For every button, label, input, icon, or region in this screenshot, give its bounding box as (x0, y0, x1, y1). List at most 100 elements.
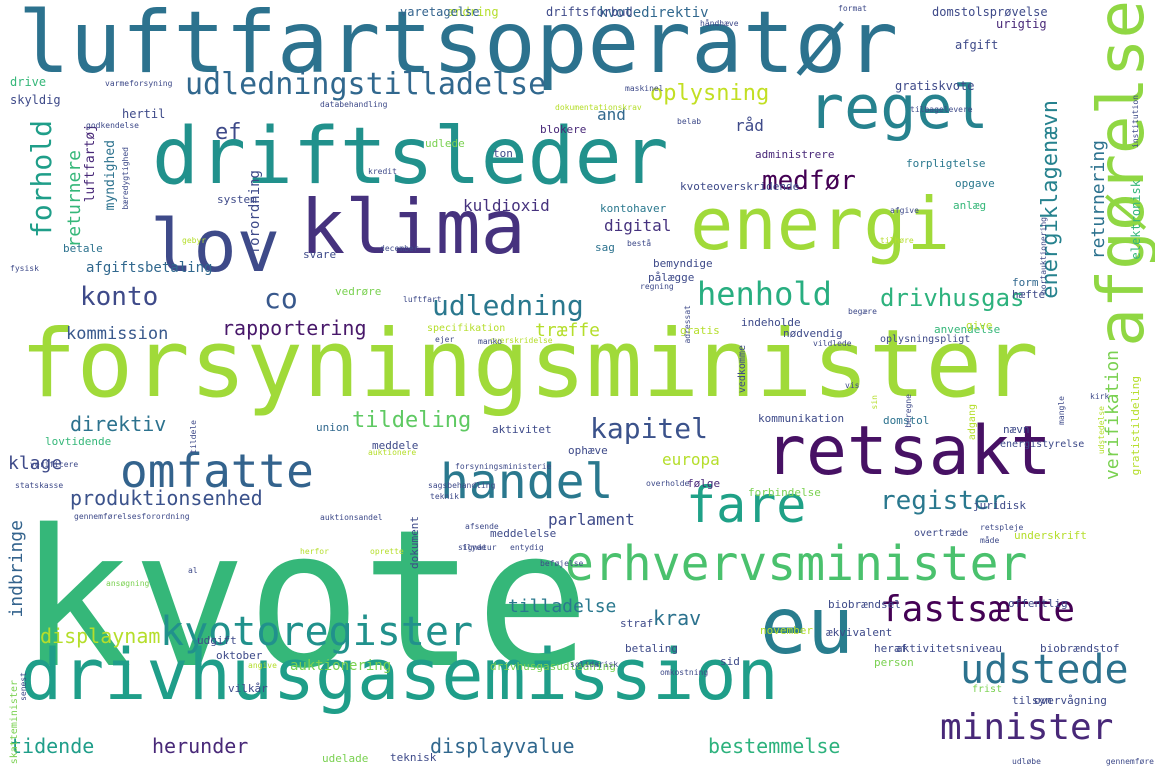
word-161: regning (640, 282, 674, 291)
word-73: drive (10, 75, 47, 89)
word-4: drivhusgasemission (20, 634, 779, 716)
word-181: håndhæve (700, 19, 739, 28)
word-141: auktionsandel (320, 513, 383, 522)
word-134: vilkår (228, 682, 268, 695)
word-127: biobrændstof (1040, 642, 1120, 655)
word-3: driftsleder (152, 112, 669, 202)
word-156: auktionere (368, 448, 417, 457)
word-63: auktionering (290, 658, 392, 674)
word-44: direktiv (70, 412, 167, 436)
word-140: gennemførelsesforordning (74, 512, 190, 521)
word-14: fare (686, 476, 807, 534)
word-126: aktivitetsniveau (896, 642, 1002, 655)
word-166: databehandling (320, 100, 388, 109)
word-110: adgang (967, 404, 978, 441)
word-61: hertil (122, 107, 166, 121)
word-75: blokere (540, 123, 587, 136)
word-106: ophæve (568, 444, 608, 457)
word-30: drivhusgas (880, 284, 1025, 312)
word-85: sag (595, 241, 615, 254)
word-96: give (966, 319, 993, 332)
word-143: afsende (465, 522, 499, 531)
word-164: bæredygtighed (121, 147, 130, 210)
word-193: gennemføre (1105, 757, 1154, 766)
word-192: udløbe (1012, 757, 1041, 766)
word-137: udelade (322, 752, 369, 765)
word-86: bemyndige (653, 257, 713, 270)
word-13: handel (440, 454, 614, 510)
word-119: november (760, 624, 813, 637)
word-101: aktivitet (492, 423, 552, 436)
word-55: and (597, 105, 626, 124)
word-103: domstol (883, 414, 930, 427)
word-16: kyotoregister (160, 609, 474, 655)
word-84: betale (63, 242, 103, 255)
word-167: godkendelse (86, 121, 139, 130)
word-25: konto (80, 282, 159, 312)
word-109: gratistildeling (1129, 376, 1142, 476)
word-153: omkostning (660, 668, 709, 677)
word-31: oplysning (650, 81, 770, 106)
word-45: klage (8, 453, 63, 474)
word-74: udlede (425, 137, 465, 150)
word-21: henhold (697, 275, 832, 313)
word-102: kommunikation (758, 412, 845, 425)
word-18: udstede (960, 647, 1129, 693)
word-124: straf (620, 617, 654, 630)
word-179: beregne (904, 394, 913, 428)
word-12: omfatte (120, 444, 314, 498)
word-117: overtræde (914, 528, 969, 539)
word-123: betaling (625, 642, 678, 655)
word-28: co (264, 282, 298, 315)
word-35: herunder (152, 734, 249, 758)
word-135: drivhusgasudledning (490, 660, 616, 673)
word-108: følge (687, 477, 721, 490)
word-67: varetagelse (400, 5, 480, 19)
word-49: europa (662, 450, 720, 469)
word-154: angive (248, 661, 277, 670)
word-184: belab (677, 117, 702, 126)
word-188: bestå (627, 239, 652, 248)
word-90: form (1012, 276, 1039, 289)
word-65: driftsforbud (546, 5, 633, 19)
word-132: tilsyn (1012, 694, 1052, 707)
word-100: union (316, 421, 350, 434)
word-53: kuldioxid (463, 196, 550, 215)
word-24: register (880, 486, 1006, 516)
word-62: elektronisk (1129, 180, 1143, 260)
word-23: kapitel (590, 412, 709, 445)
word-174: tilhøre (880, 236, 914, 245)
word-27: medfør (762, 166, 856, 196)
word-131: overvågning (1034, 694, 1107, 707)
word-112: forbindelse (748, 486, 821, 499)
word-6: energi (690, 182, 951, 266)
word-57: forordning (247, 170, 263, 255)
word-185: ejer (435, 335, 455, 344)
word-46: krav (653, 606, 702, 630)
word-168: dokumentationskrav (555, 103, 642, 112)
word-194: statskasse (15, 481, 64, 490)
word-116: meddelelse (490, 527, 557, 540)
word-136: teknisk (390, 751, 437, 764)
word-99: specifikation (427, 323, 506, 334)
word-147: flyde (462, 543, 487, 552)
word-97: vedkomme (737, 345, 748, 394)
word-89: vedrøre (335, 285, 382, 298)
word-115: dokument (408, 516, 421, 569)
word-146: entydig (510, 543, 544, 552)
word-165: kredit (368, 167, 397, 176)
word-187: vildlede (813, 339, 852, 348)
word-172: bortauktionering (1039, 217, 1048, 295)
word-142: sagsbehandling (428, 481, 496, 490)
word-56: råd (735, 116, 764, 135)
word-114: underskrift (1014, 529, 1087, 542)
word-180: overskridelse (490, 336, 553, 345)
word-0: kvote (18, 489, 590, 710)
word-10: regel (808, 73, 989, 143)
word-79: opgave (955, 177, 995, 190)
word-190: december (380, 244, 419, 253)
word-139: senest (19, 672, 28, 701)
word-40: ef (215, 120, 242, 145)
word-144: verificere (30, 460, 79, 469)
